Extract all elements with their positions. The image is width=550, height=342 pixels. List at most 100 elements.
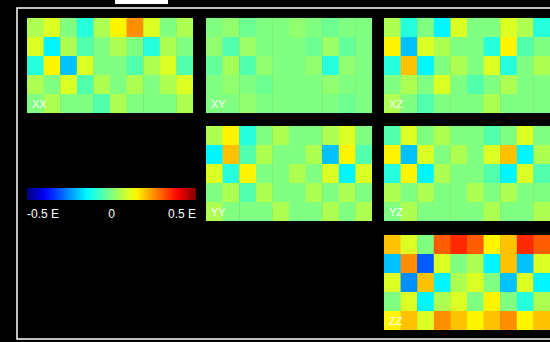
heat-cell (434, 94, 451, 113)
panel-label: ZZ (389, 315, 403, 327)
heat-cell (93, 18, 110, 38)
heat-cell (417, 183, 434, 203)
heat-cell (239, 126, 256, 146)
heat-cell (206, 126, 223, 146)
heat-cell (60, 56, 77, 76)
heat-cell (60, 37, 77, 57)
heat-cell (384, 18, 401, 38)
heat-cell (384, 126, 401, 146)
heat-cell (467, 292, 484, 312)
heat-cell (517, 235, 534, 255)
heat-cell (500, 183, 517, 203)
heat-cell (533, 235, 550, 255)
heat-cell (533, 292, 550, 312)
heat-cell (256, 126, 273, 146)
heat-cell (500, 311, 517, 330)
heat-cell (339, 126, 356, 146)
heat-cell (256, 75, 273, 95)
heat-cell (517, 311, 534, 330)
heat-cell (384, 235, 401, 255)
heat-cell (500, 273, 517, 293)
heat-cell (384, 75, 401, 95)
heat-cell (322, 126, 339, 146)
heat-cell (272, 145, 289, 165)
heat-cell (401, 56, 418, 76)
heat-cell (533, 37, 550, 57)
heat-cell (384, 273, 401, 293)
heat-cell (401, 164, 418, 184)
heat-cell (127, 75, 144, 95)
heat-cell (401, 18, 418, 38)
heat-cell (517, 18, 534, 38)
heat-cell (450, 311, 467, 330)
colorbar-tick-label: 0.5 E (168, 207, 196, 221)
heat-cell (484, 126, 501, 146)
heat-cell (467, 18, 484, 38)
heat-cell (517, 183, 534, 203)
heat-cell (223, 75, 240, 95)
heat-cell (384, 37, 401, 57)
heat-cell (110, 56, 127, 76)
heat-cell (339, 183, 356, 203)
heat-cell (44, 56, 61, 76)
heat-cell (306, 183, 323, 203)
heat-cell (239, 18, 256, 38)
heat-cell (322, 37, 339, 57)
heat-cell (223, 145, 240, 165)
heat-cell (401, 94, 418, 113)
heat-cell (272, 37, 289, 57)
heat-cell (517, 202, 534, 221)
heat-cell (355, 18, 372, 38)
heat-cell (306, 37, 323, 57)
heat-cell (517, 145, 534, 165)
heat-cell (306, 145, 323, 165)
heat-cell (450, 235, 467, 255)
heat-cell (484, 18, 501, 38)
heat-cell (127, 94, 144, 113)
heat-cell (517, 273, 534, 293)
heat-cell (533, 126, 550, 146)
heat-cell (500, 18, 517, 38)
heat-cell (223, 126, 240, 146)
heat-cell (355, 94, 372, 113)
heat-cell (143, 18, 160, 38)
heat-cell (44, 37, 61, 57)
heat-cell (517, 126, 534, 146)
heat-cell (93, 56, 110, 76)
heat-cell (77, 94, 94, 113)
heat-cell (484, 56, 501, 76)
heat-cell (143, 56, 160, 76)
heat-cell (500, 164, 517, 184)
heat-cell (384, 292, 401, 312)
heat-cell (484, 94, 501, 113)
heat-cell (417, 56, 434, 76)
heat-cell (93, 75, 110, 95)
heat-cell (256, 202, 273, 221)
heat-cell (484, 183, 501, 203)
heat-cell (450, 183, 467, 203)
heat-cell (533, 183, 550, 203)
heat-cell (355, 126, 372, 146)
heat-cell (339, 145, 356, 165)
heat-cell (355, 183, 372, 203)
heat-cell (160, 56, 177, 76)
heat-cell (223, 37, 240, 57)
heat-cell (289, 202, 306, 221)
heat-cell (467, 94, 484, 113)
heat-cell (467, 235, 484, 255)
heat-cell (434, 202, 451, 221)
heat-cell (206, 37, 223, 57)
heat-cell (484, 235, 501, 255)
heat-cell (306, 18, 323, 38)
heat-cell (27, 37, 44, 57)
heat-cell (272, 75, 289, 95)
heat-cell (355, 145, 372, 165)
heat-cell (239, 94, 256, 113)
heat-cell (272, 18, 289, 38)
heat-cell (289, 145, 306, 165)
heat-cell (306, 94, 323, 113)
heat-cell (500, 94, 517, 113)
heat-cell (289, 164, 306, 184)
heat-cell (127, 37, 144, 57)
heat-cell (467, 202, 484, 221)
